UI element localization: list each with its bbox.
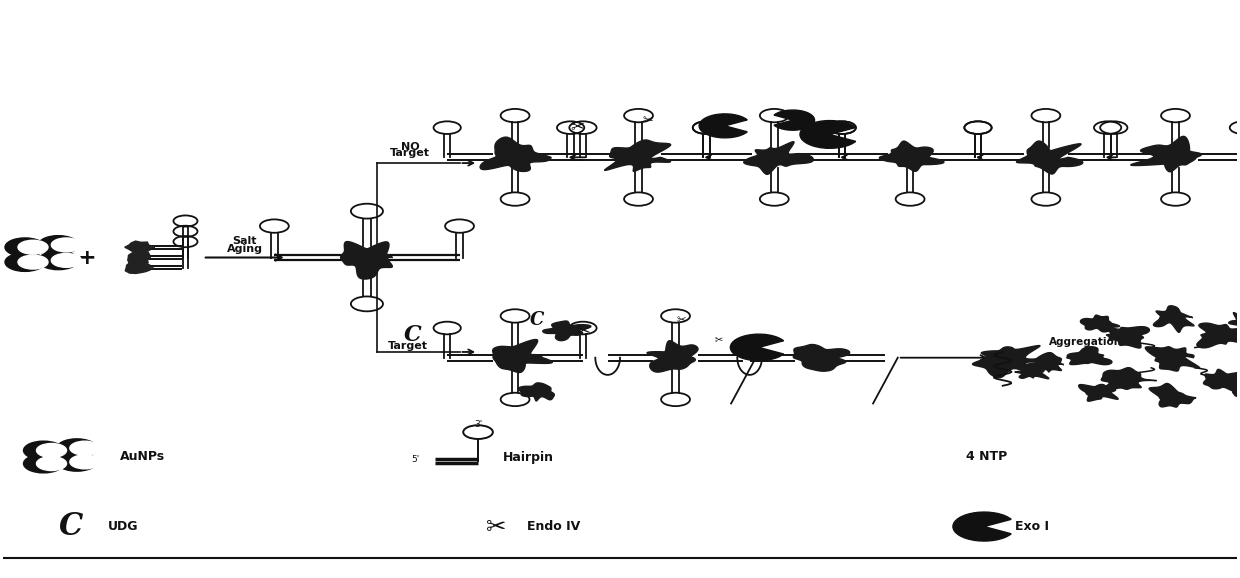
Polygon shape [341, 242, 393, 279]
Text: ✂: ✂ [575, 321, 590, 339]
Circle shape [38, 251, 78, 270]
Polygon shape [1197, 323, 1240, 348]
Polygon shape [1153, 306, 1194, 332]
Polygon shape [543, 321, 591, 340]
Wedge shape [699, 114, 748, 138]
Circle shape [69, 455, 100, 469]
Polygon shape [1079, 384, 1118, 401]
Polygon shape [492, 339, 552, 372]
Text: NO: NO [401, 142, 419, 151]
Text: 5': 5' [412, 455, 420, 464]
Text: +: + [77, 247, 95, 268]
Polygon shape [1149, 383, 1197, 407]
Polygon shape [518, 383, 554, 401]
Text: Hairpin: Hairpin [502, 451, 554, 464]
Polygon shape [480, 137, 551, 172]
Circle shape [5, 253, 45, 271]
Polygon shape [125, 261, 154, 273]
Text: AuNPs: AuNPs [120, 450, 165, 462]
Circle shape [51, 238, 82, 252]
Polygon shape [1204, 369, 1240, 392]
Circle shape [5, 238, 45, 257]
Text: Endo IV: Endo IV [527, 520, 580, 533]
Text: 4 NTP: 4 NTP [966, 450, 1007, 462]
Polygon shape [1131, 136, 1202, 172]
Text: ✂: ✂ [570, 117, 584, 135]
Polygon shape [1238, 349, 1240, 368]
Text: C: C [404, 324, 422, 346]
Circle shape [51, 253, 82, 268]
Polygon shape [1068, 347, 1112, 365]
Text: Salt: Salt [232, 236, 257, 246]
Circle shape [24, 441, 63, 460]
Circle shape [19, 240, 48, 254]
Polygon shape [744, 142, 813, 175]
Polygon shape [1014, 366, 1049, 379]
Polygon shape [794, 344, 849, 371]
Polygon shape [1017, 141, 1083, 174]
Circle shape [36, 443, 67, 457]
Polygon shape [128, 251, 150, 264]
Polygon shape [1233, 383, 1240, 404]
Polygon shape [972, 346, 1047, 377]
Wedge shape [730, 334, 784, 361]
Text: ✂: ✂ [714, 335, 723, 344]
Circle shape [57, 439, 97, 457]
Text: 3': 3' [474, 420, 482, 429]
Polygon shape [1146, 347, 1199, 371]
Polygon shape [125, 241, 155, 253]
Text: ✂: ✂ [644, 114, 653, 127]
Text: ✂: ✂ [677, 316, 687, 325]
Text: Aging: Aging [227, 244, 263, 254]
Circle shape [19, 255, 48, 269]
Polygon shape [605, 140, 671, 172]
Polygon shape [1100, 325, 1149, 348]
Wedge shape [952, 512, 1011, 541]
Wedge shape [800, 121, 856, 149]
Text: Target: Target [391, 149, 430, 158]
Text: Aggregation: Aggregation [1049, 338, 1122, 347]
Polygon shape [1025, 353, 1064, 376]
Circle shape [57, 453, 97, 471]
Text: C: C [531, 312, 544, 329]
Polygon shape [647, 340, 698, 372]
Polygon shape [1080, 315, 1120, 332]
Polygon shape [1229, 313, 1240, 332]
Text: ✂: ✂ [486, 514, 507, 539]
Text: Exo I: Exo I [1016, 520, 1049, 533]
Circle shape [38, 236, 78, 254]
Circle shape [69, 441, 100, 455]
Text: Target: Target [388, 341, 428, 351]
Text: C: C [58, 511, 83, 542]
Circle shape [36, 457, 67, 470]
Circle shape [24, 454, 63, 473]
Wedge shape [774, 110, 815, 130]
Polygon shape [879, 141, 944, 171]
Text: UDG: UDG [108, 520, 138, 533]
Polygon shape [1101, 368, 1157, 390]
